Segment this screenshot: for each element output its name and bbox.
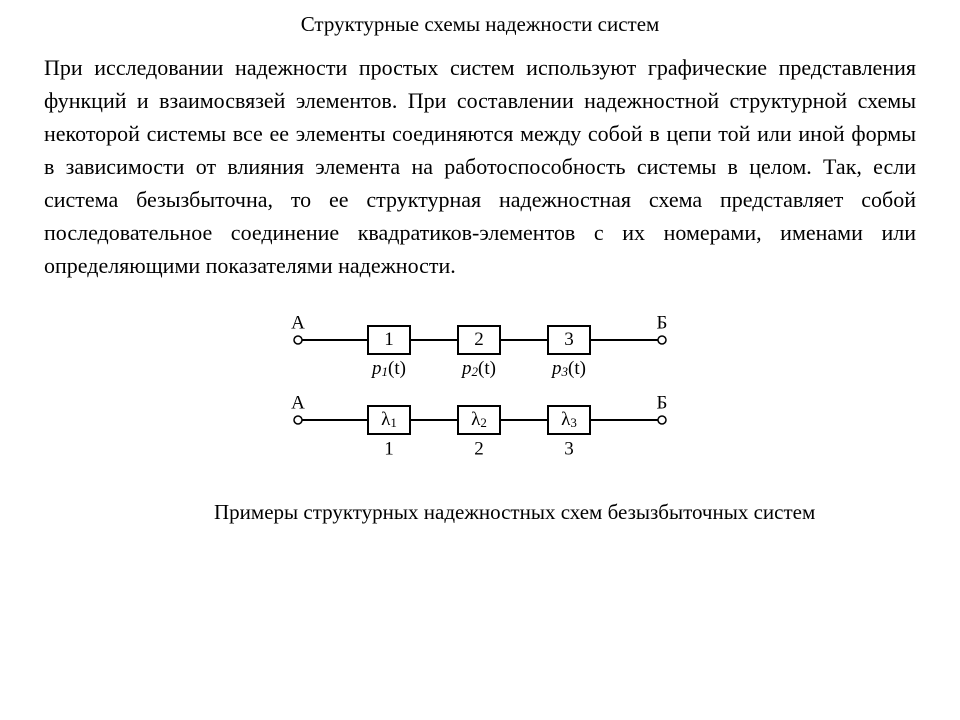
svg-text:А: А — [291, 392, 305, 413]
svg-text:Б: Б — [657, 392, 668, 413]
svg-text:p3(t): p3(t) — [550, 358, 586, 379]
svg-text:Б: Б — [657, 312, 668, 333]
diagram-container: АБ1p1(t)2p2(t)3p3(t)АБλ11λ22λ33 — [44, 310, 916, 470]
svg-text:3: 3 — [564, 438, 574, 459]
diagram-caption: Примеры структурных надежностных схем бе… — [214, 500, 916, 525]
svg-text:2: 2 — [474, 438, 484, 459]
svg-text:А: А — [291, 312, 305, 333]
page-title: Структурные схемы надежности систем — [44, 12, 916, 37]
body-paragraph: При исследовании надежности простых сист… — [44, 51, 916, 282]
svg-text:2: 2 — [474, 329, 484, 350]
page: Структурные схемы надежности систем При … — [0, 0, 960, 720]
svg-text:1: 1 — [384, 438, 394, 459]
svg-text:p2(t): p2(t) — [460, 358, 496, 379]
svg-text:1: 1 — [384, 329, 394, 350]
reliability-diagram: АБ1p1(t)2p2(t)3p3(t)АБλ11λ22λ33 — [280, 310, 680, 470]
svg-text:p1(t): p1(t) — [370, 358, 406, 379]
svg-text:3: 3 — [564, 329, 574, 350]
